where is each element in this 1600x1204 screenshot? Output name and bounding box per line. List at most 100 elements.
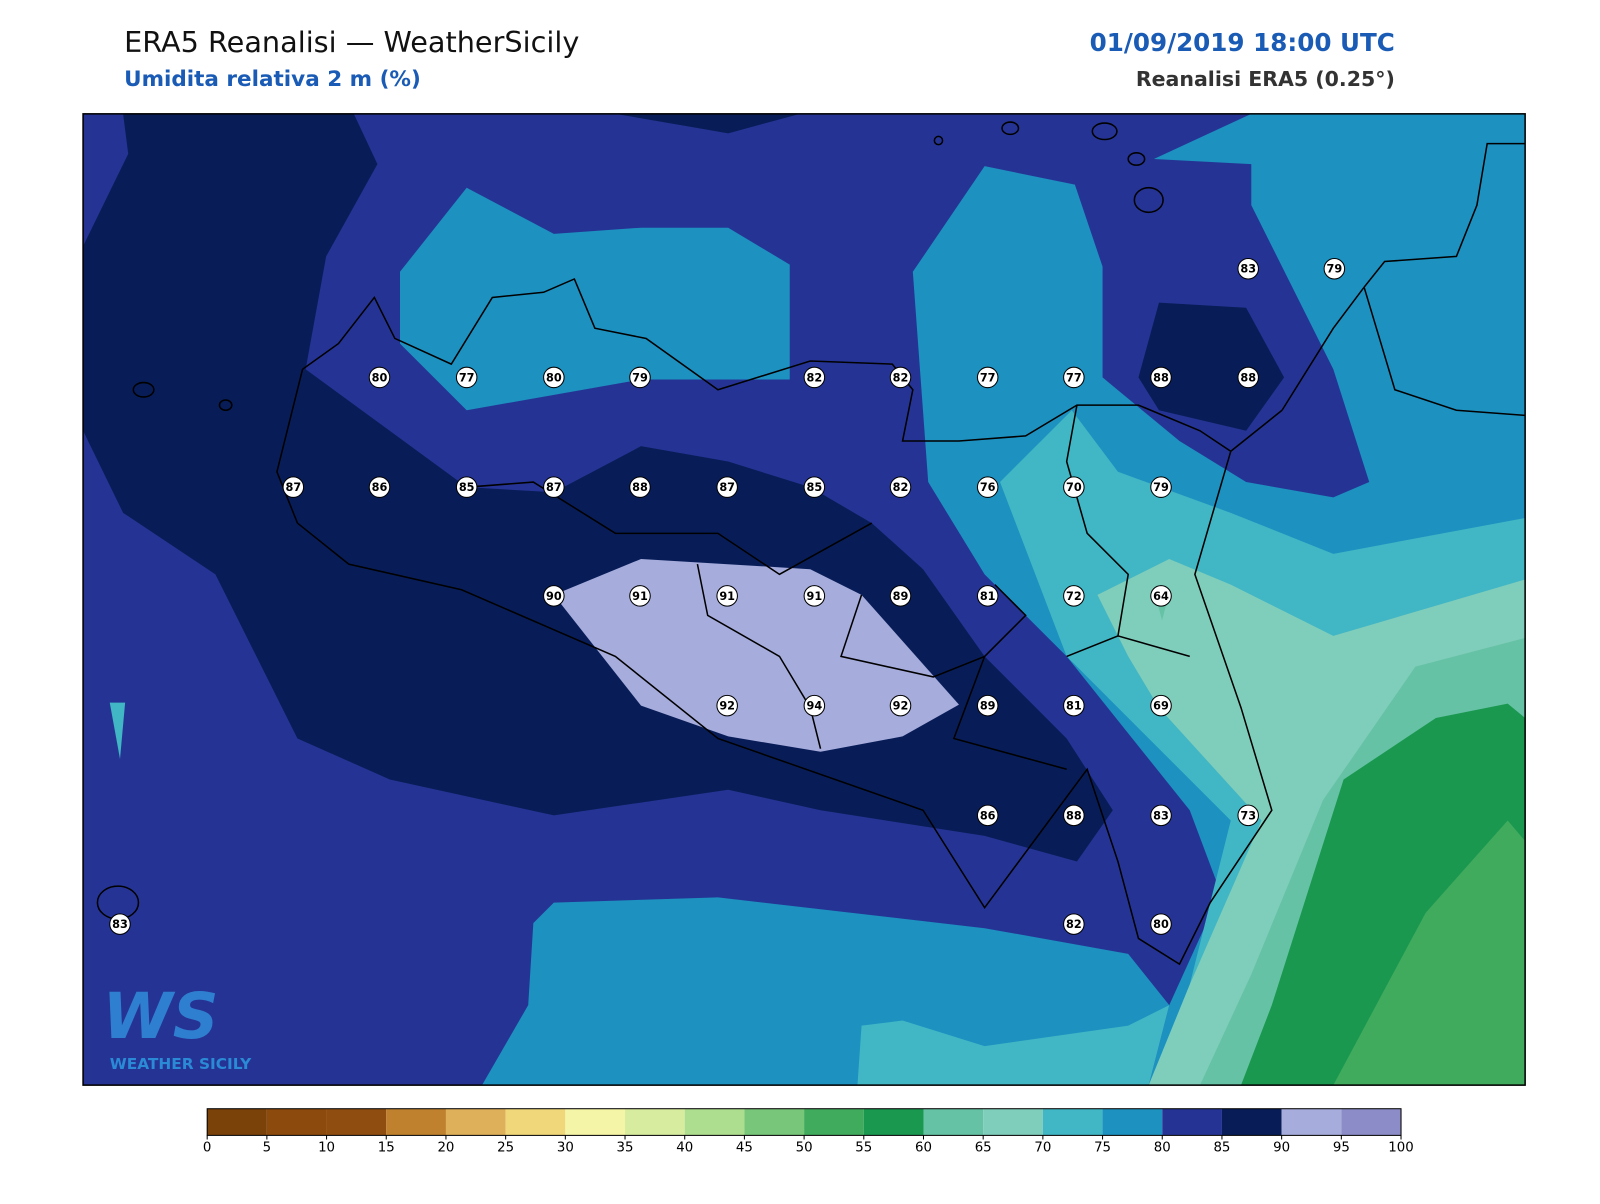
station-value: 87 [719, 481, 735, 494]
colorbar-tick-label: 35 [617, 1141, 634, 1156]
station-value: 90 [546, 590, 562, 603]
colorbar-tick-label: 5 [263, 1141, 271, 1156]
colorbar-swatch [863, 1108, 924, 1136]
map-frame [82, 113, 1526, 1086]
station-marker [803, 366, 826, 389]
station-marker [1063, 694, 1085, 717]
station-marker [976, 366, 999, 389]
station-value: 92 [893, 700, 909, 713]
contour [857, 1005, 1170, 1086]
colorbar-swatch [744, 1108, 805, 1136]
station-value: 77 [1066, 371, 1082, 384]
colorbar-swatch [1162, 1108, 1222, 1136]
station-value: 70 [1066, 481, 1082, 494]
station-marker [889, 476, 912, 498]
station-marker [368, 476, 391, 498]
station-value: 64 [1153, 590, 1169, 603]
colorbar-swatch [1281, 1108, 1342, 1136]
station-marker [976, 585, 999, 607]
station-marker [368, 366, 391, 389]
logo-letters: WS [103, 979, 219, 1053]
station-value: 73 [1240, 809, 1256, 822]
station-value: 83 [1240, 263, 1256, 276]
station-marker [1150, 585, 1172, 607]
station-value: 89 [893, 590, 909, 603]
colorbar-swatch [445, 1108, 506, 1136]
station-marker [803, 476, 826, 498]
station-value: 69 [1153, 700, 1169, 713]
station-marker [1150, 913, 1172, 935]
colorbar-swatch [207, 1108, 267, 1136]
colorbar-tick-label: 55 [855, 1141, 872, 1156]
station-value: 77 [459, 371, 475, 384]
colorbar-tick-label: 65 [975, 1141, 992, 1156]
station-marker [1237, 366, 1259, 389]
station-marker [1150, 476, 1172, 498]
station-value: 92 [719, 700, 735, 713]
station-value: 87 [285, 481, 301, 494]
contour [615, 113, 800, 134]
station-value: 89 [980, 700, 996, 713]
station-value: 82 [893, 481, 909, 494]
station-marker [543, 366, 565, 389]
coastline [96, 121, 1526, 966]
station-value: 94 [807, 700, 823, 713]
station-marker [1063, 585, 1085, 607]
station-value: 86 [372, 481, 388, 494]
station-value: 81 [980, 590, 996, 603]
station-marker [629, 366, 651, 389]
stations: 83 79 80 77 80 79 82 82 77 77 88 88 87 86 85 87 88 87 85 82… [109, 257, 1346, 935]
station-value: 82 [807, 371, 823, 384]
station-marker [455, 366, 478, 389]
colorbar-swatch [923, 1108, 984, 1136]
colorbar-swatch [1102, 1108, 1163, 1136]
station-value: 80 [372, 371, 388, 384]
contour [482, 897, 1170, 1086]
station-value: 85 [459, 481, 475, 494]
colorbar-tick-label: 90 [1273, 1141, 1290, 1156]
station-value: 80 [1153, 918, 1169, 931]
colorbar-tick-label: 85 [1213, 1141, 1230, 1156]
colorbar-swatch [386, 1108, 446, 1136]
colorbar-tick-label: 70 [1034, 1141, 1051, 1156]
station-value: 72 [1066, 590, 1082, 603]
station-value: 91 [719, 590, 735, 603]
station-marker [1063, 366, 1085, 389]
colorbar-tick-label: 100 [1388, 1141, 1413, 1156]
station-value: 86 [980, 809, 996, 822]
station-marker [1063, 913, 1085, 935]
station-marker [1063, 476, 1085, 498]
station-marker [109, 913, 131, 935]
station-marker [716, 694, 738, 717]
station-value: 79 [1153, 481, 1169, 494]
station-marker [716, 585, 738, 607]
colorbar-swatch [1341, 1108, 1402, 1136]
station-value: 85 [807, 481, 823, 494]
station-value: 80 [546, 371, 562, 384]
station-value: 88 [1240, 371, 1256, 384]
colorbar-tick-label: 10 [318, 1141, 335, 1156]
colorbar-tick-label: 15 [378, 1141, 395, 1156]
station-value: 91 [632, 590, 648, 603]
station-marker [543, 476, 565, 498]
station-marker [976, 476, 999, 498]
colorbar-tick-label: 30 [557, 1141, 574, 1156]
station-marker [1323, 257, 1346, 280]
colorbar-swatch [1221, 1108, 1282, 1136]
subtitle: Umidita relativa 2 m (%) [124, 67, 421, 92]
colorbar-tick-label: 45 [736, 1141, 753, 1156]
station-marker [889, 585, 912, 607]
station-value: 82 [1066, 918, 1082, 931]
station-value: 79 [1327, 263, 1343, 276]
colorbar-tick-label: 25 [497, 1141, 514, 1156]
title: ERA5 Reanalisi — WeatherSicily [124, 25, 579, 59]
station-value: 88 [1153, 371, 1169, 384]
colorbar: 0 5 10 15 20 25 30 35 40 45 50 55 60 65 70 75 80 85 90 95 10… [203, 1108, 1414, 1156]
source: Reanalisi ERA5 (0.25°) [1136, 67, 1395, 91]
colorbar-tick-label: 40 [676, 1141, 693, 1156]
colorbar-tick-label: 60 [915, 1141, 932, 1156]
station-marker [803, 585, 826, 607]
colorbar-swatch [565, 1108, 626, 1136]
station-marker [976, 694, 999, 717]
